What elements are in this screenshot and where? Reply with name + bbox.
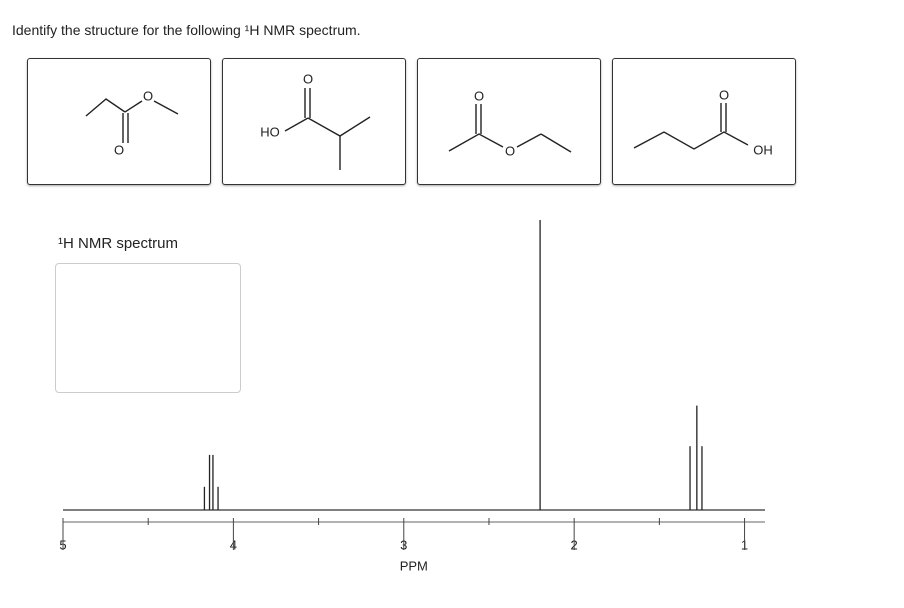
structure-4: O OH (633, 87, 773, 157)
atom-label: O (143, 88, 153, 103)
atom-label: O (114, 142, 124, 157)
spectrum-title: ¹H NMR spectrum (58, 235, 179, 252)
structure-1: O O (85, 88, 179, 157)
structure-2: HO O (260, 71, 371, 170)
atom-label: O (303, 71, 313, 86)
drop-zone[interactable] (55, 263, 241, 393)
answer-card[interactable] (27, 58, 211, 185)
atom-label: OH (753, 142, 773, 157)
answer-card[interactable] (417, 58, 601, 185)
answer-card[interactable] (612, 58, 796, 185)
structure-3: O O (448, 88, 572, 158)
answer-card[interactable] (222, 58, 406, 185)
x-axis-label: PPM (400, 558, 428, 573)
atom-label: O (505, 143, 515, 158)
atom-label: O (719, 87, 729, 102)
prompt: Identify the structure for the following… (12, 22, 361, 38)
spectrum: 54321PPM (59, 220, 765, 573)
atom-label: HO (260, 124, 280, 139)
atom-label: O (474, 88, 484, 103)
